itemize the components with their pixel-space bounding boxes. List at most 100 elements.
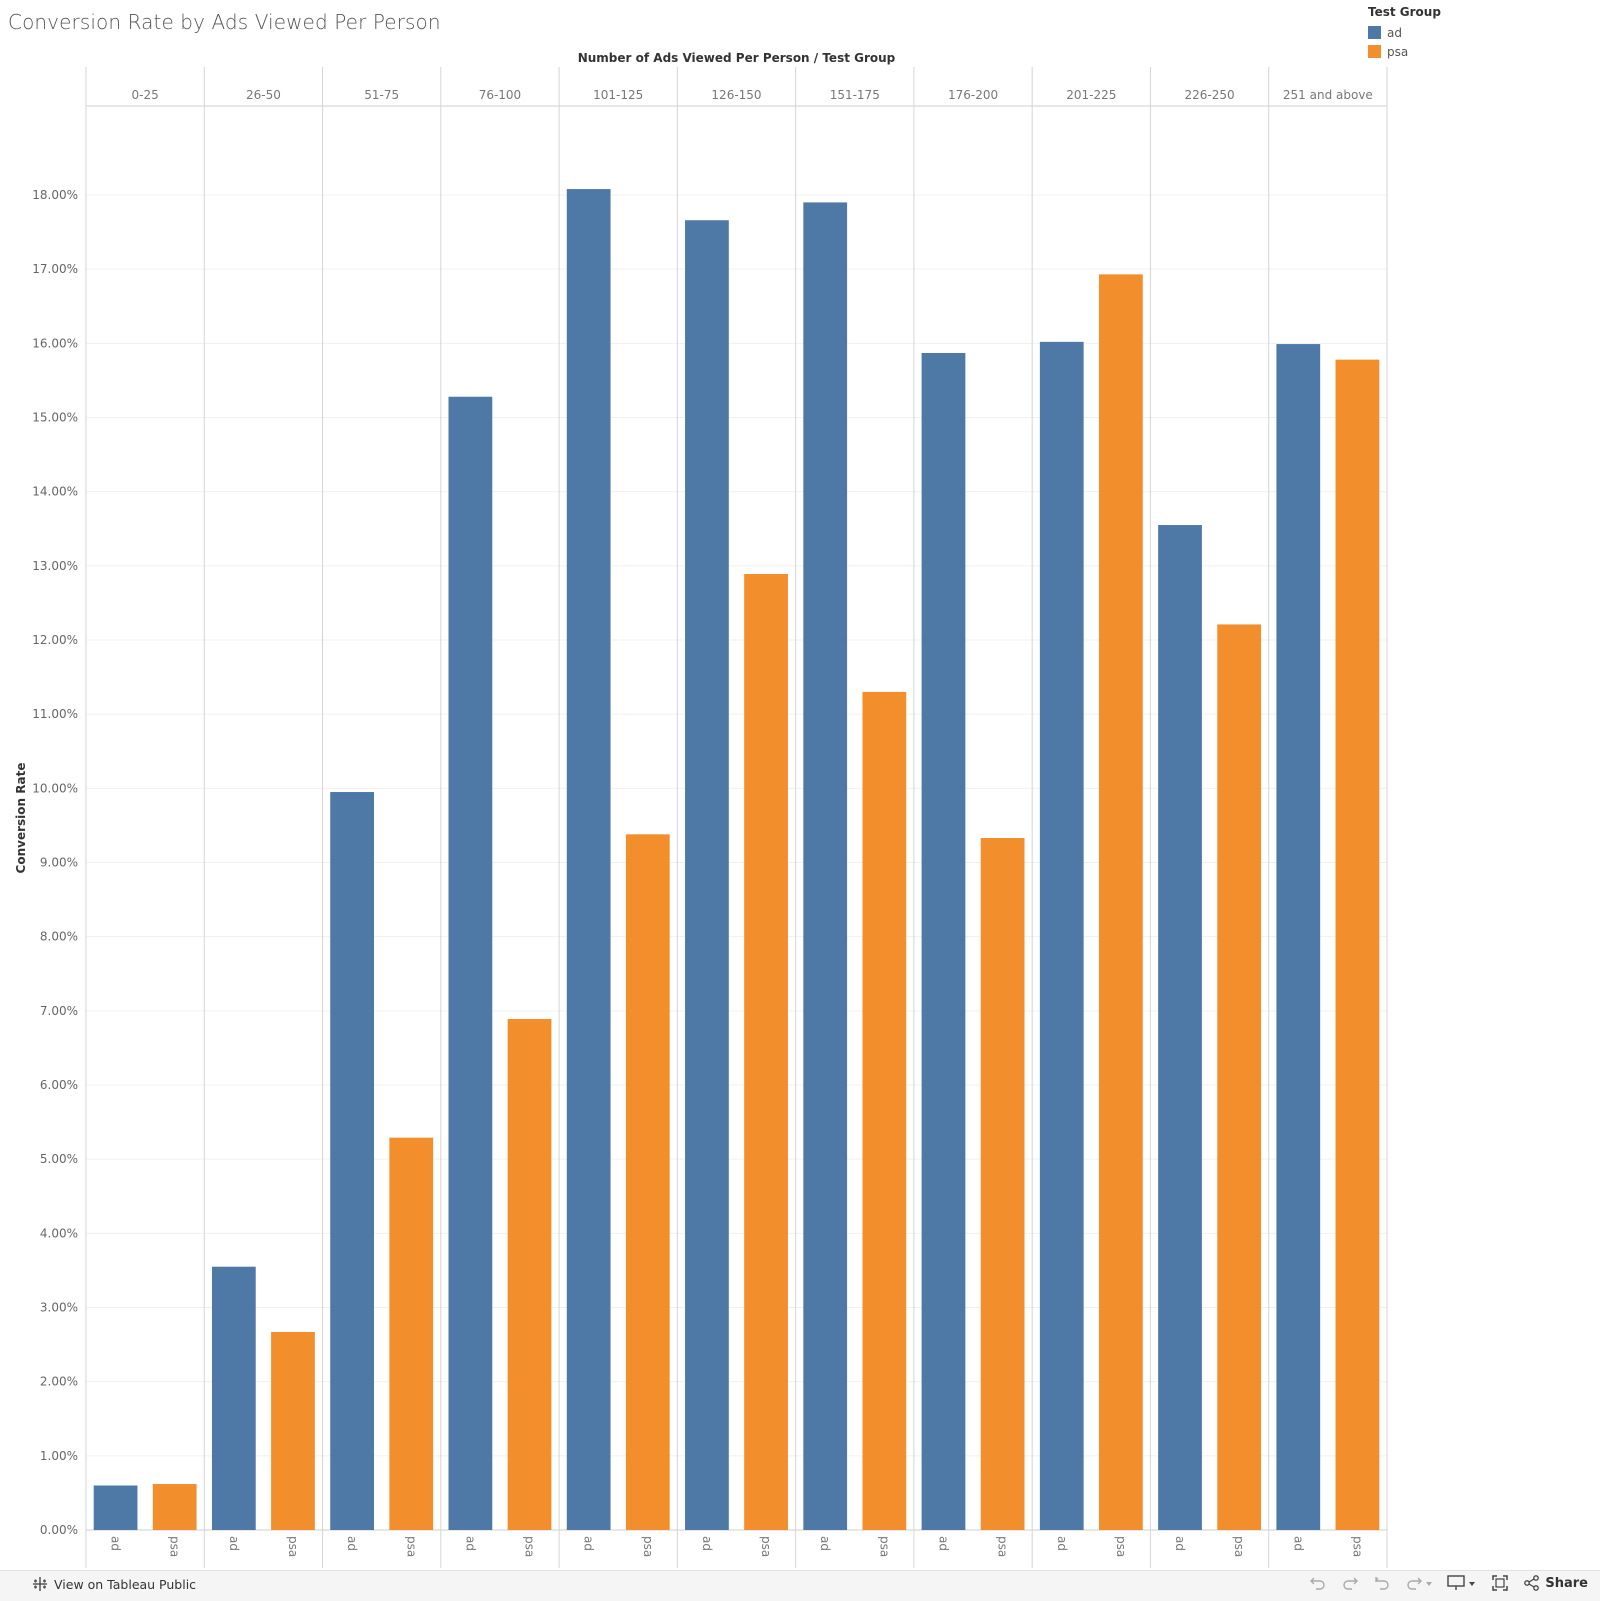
bar-psa-8 xyxy=(1099,274,1143,1530)
category-header-5: 126-150 xyxy=(711,88,761,102)
refresh-button[interactable] xyxy=(1405,1574,1433,1592)
y-tick-label-1: 1.00% xyxy=(40,1449,78,1463)
chart-title: Conversion Rate by Ads Viewed Per Person xyxy=(8,10,441,34)
y-tick-label-16: 16.00% xyxy=(32,336,78,350)
group-label-psa-7: psa xyxy=(996,1536,1010,1557)
category-header-10: 251 and above xyxy=(1283,88,1373,102)
y-tick-label-6: 6.00% xyxy=(40,1078,78,1092)
group-label-psa-6: psa xyxy=(877,1536,891,1557)
revert-icon xyxy=(1375,1577,1390,1590)
present-button[interactable] xyxy=(1447,1574,1477,1592)
y-tick-label-8: 8.00% xyxy=(40,930,78,944)
group-label-ad-7: ad xyxy=(936,1536,950,1551)
group-label-psa-4: psa xyxy=(641,1536,655,1557)
group-label-ad-6: ad xyxy=(818,1536,832,1551)
legend-swatch-ad xyxy=(1368,26,1381,39)
legend-label-ad: ad xyxy=(1387,25,1402,40)
undo-button[interactable] xyxy=(1309,1574,1327,1592)
undo-icon xyxy=(1310,1577,1326,1590)
group-label-psa-3: psa xyxy=(523,1536,537,1557)
y-tick-label-9: 9.00% xyxy=(40,856,78,870)
y-tick-label-5: 5.00% xyxy=(40,1152,78,1166)
y-tick-label-15: 15.00% xyxy=(32,411,78,425)
group-label-ad-4: ad xyxy=(582,1536,596,1551)
share-label: Share xyxy=(1545,1575,1588,1591)
bar-ad-8 xyxy=(1039,341,1084,1531)
toolbar-right: Share xyxy=(1309,1574,1588,1592)
y-tick-label-10: 10.00% xyxy=(32,781,78,795)
tableau-logo-icon xyxy=(33,1577,47,1591)
view-on-tableau-link[interactable]: View on Tableau Public xyxy=(32,1576,196,1592)
legend-title: Test Group xyxy=(1368,5,1441,19)
y-tick-label-7: 7.00% xyxy=(40,1004,78,1018)
y-tick-label-3: 3.00% xyxy=(40,1301,78,1315)
view-on-tableau-label: View on Tableau Public xyxy=(54,1576,197,1592)
bar-ad-6 xyxy=(803,202,848,1531)
group-label-psa-9: psa xyxy=(1232,1536,1246,1557)
fullscreen-icon xyxy=(1492,1575,1509,1591)
bar-psa-4 xyxy=(625,834,670,1530)
legend-item-ad[interactable]: ad xyxy=(1368,23,1441,42)
y-tick-label-4: 4.00% xyxy=(40,1226,78,1240)
y-axis-label: Conversion Rate xyxy=(14,763,28,874)
group-label-psa-1: psa xyxy=(286,1536,300,1557)
bar-ad-7 xyxy=(921,352,966,1531)
bar-psa-2 xyxy=(389,1137,434,1530)
y-tick-label-13: 13.00% xyxy=(32,559,78,573)
share-icon xyxy=(1524,1575,1540,1591)
group-label-ad-2: ad xyxy=(345,1536,359,1551)
group-label-ad-9: ad xyxy=(1173,1536,1187,1551)
category-header-9: 226-250 xyxy=(1185,88,1235,102)
bar-psa-3 xyxy=(507,1018,552,1530)
category-header-2: 51-75 xyxy=(364,88,399,102)
legend: Test Group ad psa xyxy=(1368,5,1441,61)
bar-psa-6 xyxy=(862,691,907,1530)
y-tick-label-14: 14.00% xyxy=(32,485,78,499)
legend-item-psa[interactable]: psa xyxy=(1368,42,1441,61)
category-header-8: 201-225 xyxy=(1066,88,1116,102)
bar-psa-0 xyxy=(152,1484,197,1530)
y-tick-label-18: 18.00% xyxy=(32,188,78,202)
bar-ad-4 xyxy=(566,189,611,1531)
group-label-psa-2: psa xyxy=(404,1536,418,1557)
group-label-ad-10: ad xyxy=(1291,1536,1305,1551)
y-tick-label-11: 11.00% xyxy=(32,707,78,721)
column-header-title: Number of Ads Viewed Per Person / Test G… xyxy=(578,51,896,65)
group-label-psa-5: psa xyxy=(759,1536,773,1557)
refresh-icon xyxy=(1407,1577,1433,1590)
y-tick-label-12: 12.00% xyxy=(32,633,78,647)
y-tick-label-0: 0.00% xyxy=(40,1523,78,1537)
bar-psa-10 xyxy=(1335,359,1380,1530)
category-header-6: 151-175 xyxy=(830,88,880,102)
bar-ad-10 xyxy=(1276,344,1321,1531)
bar-psa-7 xyxy=(980,838,1025,1530)
y-tick-label-2: 2.00% xyxy=(40,1375,78,1389)
footer-toolbar: View on Tableau Public Share xyxy=(0,1570,1600,1601)
group-label-psa-0: psa xyxy=(168,1536,182,1557)
category-header-3: 76-100 xyxy=(479,88,522,102)
group-label-ad-0: ad xyxy=(109,1536,123,1551)
category-header-7: 176-200 xyxy=(948,88,998,102)
bar-ad-9 xyxy=(1158,525,1202,1530)
redo-icon xyxy=(1343,1577,1359,1590)
bar-ad-2 xyxy=(330,792,374,1530)
bar-ad-0 xyxy=(93,1485,138,1530)
legend-swatch-psa xyxy=(1368,45,1381,58)
group-label-ad-5: ad xyxy=(700,1536,714,1551)
bar-psa-5 xyxy=(744,573,788,1530)
bar-psa-1 xyxy=(271,1331,315,1530)
group-label-psa-10: psa xyxy=(1350,1536,1364,1557)
revert-button[interactable] xyxy=(1373,1574,1391,1592)
fullscreen-button[interactable] xyxy=(1491,1574,1509,1592)
bar-ad-3 xyxy=(448,396,493,1530)
bar-psa-9 xyxy=(1217,624,1262,1530)
y-tick-label-17: 17.00% xyxy=(32,262,78,276)
category-header-4: 101-125 xyxy=(593,88,643,102)
share-button[interactable]: Share xyxy=(1523,1574,1588,1592)
redo-button[interactable] xyxy=(1341,1574,1359,1592)
category-header-1: 26-50 xyxy=(246,88,281,102)
group-label-ad-8: ad xyxy=(1055,1536,1069,1551)
legend-label-psa: psa xyxy=(1387,44,1409,59)
present-icon xyxy=(1447,1575,1476,1590)
